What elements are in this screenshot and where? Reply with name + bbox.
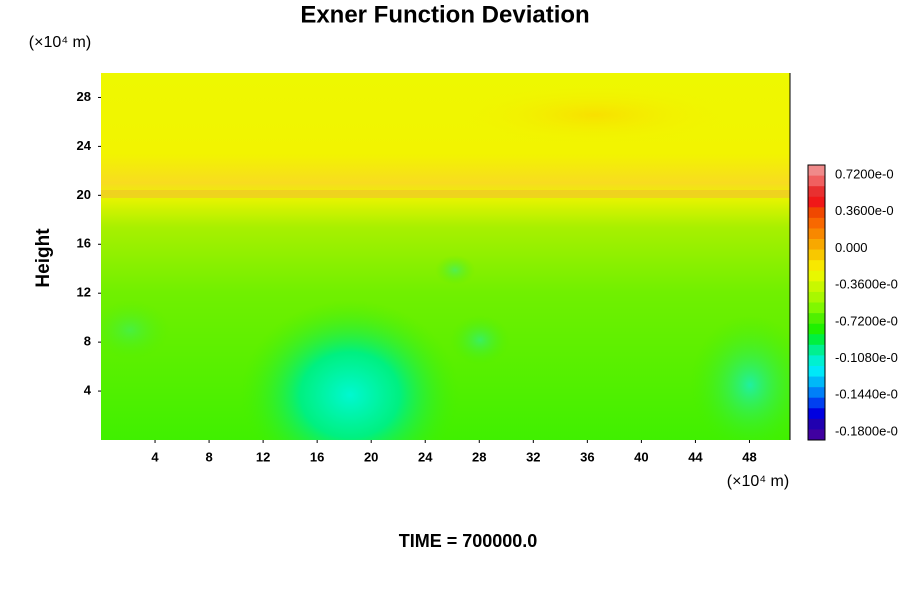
colorbar-band xyxy=(808,207,825,219)
x-tick-label: 4 xyxy=(151,449,159,464)
x-tick-label: 8 xyxy=(205,449,212,464)
time-label: TIME = 700000.0 xyxy=(399,531,538,551)
x-tick-label: 12 xyxy=(256,449,270,464)
colorbar-label: -0.7200e-0 xyxy=(835,313,898,328)
x-tick-label: 44 xyxy=(688,449,703,464)
x-unit: (×10⁴ m) xyxy=(727,473,789,490)
colorbar-band xyxy=(808,323,825,335)
colorbar-band xyxy=(808,186,825,198)
colorbar-band xyxy=(808,260,825,272)
colorbar-band xyxy=(808,302,825,314)
colorbar-band xyxy=(808,270,825,282)
x-tick-label: 24 xyxy=(418,449,433,464)
x-tick-label: 48 xyxy=(742,449,756,464)
x-tick-label: 36 xyxy=(580,449,594,464)
x-tick-label: 32 xyxy=(526,449,540,464)
colorbar-band xyxy=(808,355,825,367)
colorbar-band xyxy=(808,249,825,261)
x-tick-label: 16 xyxy=(310,449,324,464)
colorbar-label: 0.3600e-0 xyxy=(835,203,894,218)
y-tick-label: 12 xyxy=(77,285,91,300)
y-axis-label: Height xyxy=(33,228,54,288)
colorbar-band xyxy=(808,387,825,398)
colorbar-band xyxy=(808,397,825,409)
colorbar-band xyxy=(808,217,825,229)
colorbar-label: -0.1080e-0 xyxy=(835,350,898,365)
colorbar-band xyxy=(808,175,825,187)
colorbar-label: -0.3600e-0 xyxy=(835,277,898,292)
x-tick-label: 20 xyxy=(364,449,378,464)
colorbar-band xyxy=(808,429,825,441)
y-tick-label: 28 xyxy=(77,89,91,104)
colorbar-band xyxy=(808,408,825,420)
colorbar-label: -0.1440e-0 xyxy=(835,387,898,402)
colorbar-band xyxy=(808,239,825,250)
colorbar-frame xyxy=(807,164,826,441)
x-tick-label: 28 xyxy=(472,449,486,464)
y-tick-label: 24 xyxy=(77,138,92,153)
x-tick-label: 40 xyxy=(634,449,648,464)
colorbar-band xyxy=(808,334,825,346)
colorbar-band xyxy=(808,344,825,356)
contour-field xyxy=(101,73,790,440)
colorbar-band xyxy=(808,291,825,303)
y-tick-label: 20 xyxy=(77,187,91,202)
colorbar-band xyxy=(808,196,825,208)
colorbar-label: 0.000 xyxy=(835,240,868,255)
colorbar-band xyxy=(808,313,825,324)
y-tick-label: 4 xyxy=(84,383,92,398)
y-tick-label: 8 xyxy=(84,334,91,349)
colorbar-band xyxy=(808,165,825,176)
y-unit: (×10⁴ m) xyxy=(29,34,91,51)
colorbar-band xyxy=(808,365,825,377)
colorbar-band xyxy=(808,418,825,430)
colorbar-band xyxy=(808,281,825,293)
chart-title: Exner Function Deviation xyxy=(300,1,589,28)
y-tick-label: 16 xyxy=(77,236,91,251)
colorbar-band xyxy=(808,376,825,388)
colorbar-band xyxy=(808,228,825,240)
colorbar-label: -0.1800e-0 xyxy=(835,423,898,438)
colorbar-label: 0.7200e-0 xyxy=(835,166,894,181)
